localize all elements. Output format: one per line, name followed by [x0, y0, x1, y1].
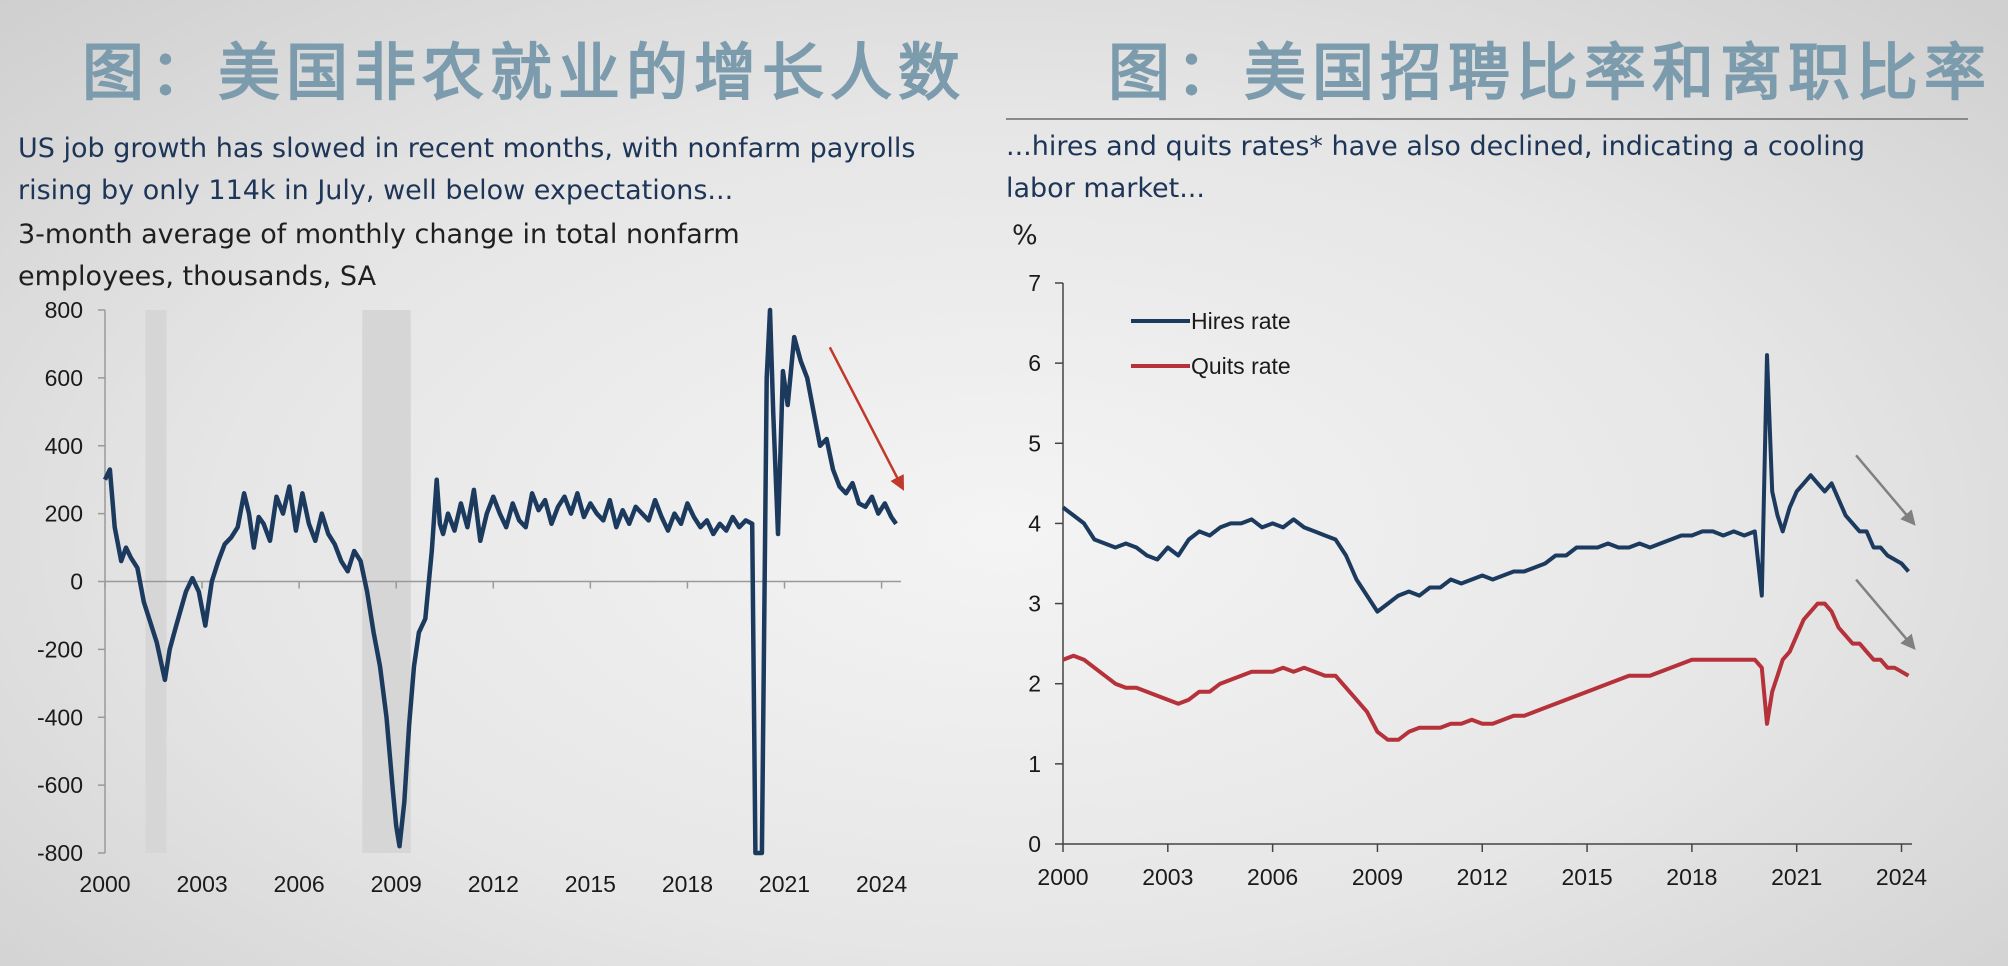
x-tick-label: 2015 — [565, 871, 616, 897]
trend-arrow-gray — [1855, 578, 1916, 650]
title-divider — [1006, 118, 1968, 120]
hires-series-line — [1061, 353, 1911, 614]
x-tick-label: 2000 — [79, 871, 130, 897]
payrolls-series-line — [102, 307, 898, 856]
y-tick-label: 400 — [45, 433, 83, 459]
x-tick-label: 2006 — [1247, 864, 1298, 890]
x-tick-label: 2018 — [662, 871, 713, 897]
y-tick-label: 0 — [70, 569, 83, 595]
y-tick-label: 4 — [1028, 510, 1041, 536]
left-unit-label: 3-month average of monthly change in tot… — [18, 219, 740, 292]
trend-arrow-red — [828, 346, 904, 491]
trend-arrow-gray — [1855, 454, 1916, 526]
y-tick-label: -800 — [37, 840, 83, 866]
y-tick-label: 0 — [1028, 831, 1041, 857]
y-tick-label: -600 — [37, 772, 83, 798]
x-tick-label: 2009 — [371, 871, 422, 897]
x-tick-label: 2000 — [1037, 864, 1088, 890]
x-tick-label: 2024 — [1876, 864, 1927, 890]
right-chart-title: 图：美国招聘比率和离职比率 — [1108, 36, 1993, 109]
x-tick-label: 2021 — [1771, 864, 1822, 890]
x-tick-label: 2018 — [1666, 864, 1717, 890]
left-chart-title: 图：美国非农就业的增长人数 — [82, 36, 967, 109]
y-tick-label: 200 — [45, 501, 83, 527]
quits-series-line — [1062, 601, 1910, 742]
right-subtitle: ...hires and quits rates* have also decl… — [1006, 131, 1865, 204]
y-tick-label: 2 — [1028, 671, 1041, 697]
legend-label: Quits rate — [1191, 353, 1291, 379]
y-tick-label: 7 — [1028, 270, 1041, 296]
x-tick-label: 2003 — [1142, 864, 1193, 890]
x-tick-label: 2012 — [1457, 864, 1508, 890]
y-tick-label: 800 — [45, 297, 83, 323]
y-tick-label: 5 — [1028, 430, 1041, 456]
legend-label: Hires rate — [1191, 308, 1291, 334]
right-unit-label: % — [1012, 220, 1038, 251]
x-tick-label: 2015 — [1561, 864, 1612, 890]
y-tick-label: -200 — [37, 636, 83, 662]
y-tick-label: 600 — [45, 365, 83, 391]
y-tick-label: -400 — [37, 704, 83, 730]
x-tick-label: 2021 — [759, 871, 810, 897]
x-tick-label: 2006 — [274, 871, 325, 897]
y-tick-label: 1 — [1028, 751, 1041, 777]
y-tick-label: 3 — [1028, 591, 1041, 617]
x-tick-label: 2012 — [468, 871, 519, 897]
y-tick-label: 6 — [1028, 350, 1041, 376]
x-tick-label: 2009 — [1352, 864, 1403, 890]
x-tick-label: 2003 — [176, 871, 227, 897]
left-subtitle: US job growth has slowed in recent month… — [18, 133, 916, 206]
x-tick-label: 2024 — [856, 871, 907, 897]
hires-quits-chart: 7 6 5 4 3 2 1 0 2000 2003 2006 2009 2012 2015 2018 2021… — [1028, 270, 1927, 890]
